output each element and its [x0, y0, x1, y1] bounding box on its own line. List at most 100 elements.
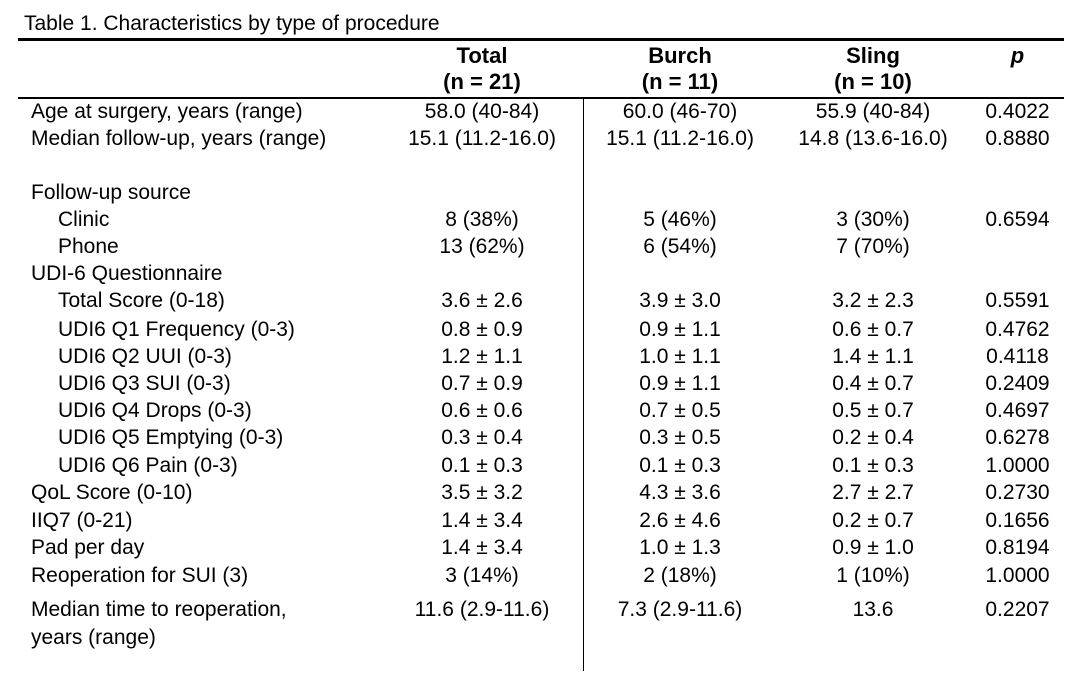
table-row-phone: Phone 13 (62%) 6 (54%) 7 (70%) — [0, 233, 1080, 261]
table-row-reoperation: Reoperation for SUI (3) 3 (14%) 2 (18%) … — [0, 562, 1080, 590]
row-label: IIQ7 (0-21) — [31, 509, 133, 532]
cell-total: 11.6 (2.9-11.6) — [414, 598, 550, 621]
cell-burch: 15.1 (11.2-16.0) — [606, 127, 754, 150]
cell-burch: 7.3 (2.9-11.6) — [617, 598, 743, 621]
cell-burch: 1.0 ± 1.3 — [639, 536, 721, 559]
header-burch-n: (n = 11) — [641, 69, 719, 94]
row-label: UDI6 Q1 Frequency (0-3) — [58, 318, 295, 341]
cell-sling: 0.9 ± 1.0 — [832, 536, 914, 559]
cell-sling: 0.2 ± 0.7 — [832, 509, 914, 532]
table-row-udi6-q3: UDI6 Q3 SUI (0-3) 0.7 ± 0.9 0.9 ± 1.1 0.… — [0, 370, 1080, 398]
cell-total: 8 (38%) — [445, 208, 519, 231]
cell-burch: 60.0 (46-70) — [622, 100, 738, 123]
cell-burch: 2 (18%) — [643, 564, 717, 587]
row-label: Clinic — [58, 208, 110, 231]
header-total: Total (n = 21) — [392, 43, 572, 95]
cell-sling: 14.8 (13.6-16.0) — [798, 127, 948, 150]
table-row-time-to-reoperation-cont: years (range) — [0, 624, 1080, 652]
row-label: UDI6 Q4 Drops (0-3) — [58, 399, 252, 422]
cell-p: 0.4022 — [985, 100, 1050, 123]
row-label: Median time to reoperation, — [31, 598, 287, 621]
cell-total: 3 (14%) — [445, 564, 519, 587]
cell-burch: 0.9 ± 1.1 — [639, 372, 721, 395]
table-row-udi6-q4: UDI6 Q4 Drops (0-3) 0.6 ± 0.6 0.7 ± 0.5 … — [0, 397, 1080, 425]
cell-burch: 0.7 ± 0.5 — [639, 399, 721, 422]
row-label: Pad per day — [31, 536, 145, 559]
cell-sling: 0.1 ± 0.3 — [832, 454, 914, 477]
cell-burch: 0.3 ± 0.5 — [639, 426, 721, 449]
cell-burch: 0.1 ± 0.3 — [639, 454, 721, 477]
cell-burch: 3.9 ± 3.0 — [639, 289, 721, 312]
cell-total: 0.3 ± 0.4 — [441, 426, 523, 449]
row-label: UDI6 Q6 Pain (0-3) — [58, 454, 238, 477]
cell-sling: 0.2 ± 0.4 — [832, 426, 914, 449]
table-row-qol: QoL Score (0-10) 3.5 ± 3.2 4.3 ± 3.6 2.7… — [0, 479, 1080, 507]
table-row-udi6-q5: UDI6 Q5 Emptying (0-3) 0.3 ± 0.4 0.3 ± 0… — [0, 424, 1080, 452]
cell-total: 58.0 (40-84) — [424, 100, 540, 123]
row-label: UDI6 Q5 Emptying (0-3) — [58, 426, 284, 449]
cell-total: 15.1 (11.2-16.0) — [408, 127, 556, 150]
header-rule — [18, 97, 1064, 99]
cell-sling: 0.5 ± 0.7 — [832, 399, 914, 422]
cell-p: 0.6594 — [985, 208, 1050, 231]
cell-sling: 3 (30%) — [836, 208, 910, 231]
table-row-total-score: Total Score (0-18) 3.6 ± 2.6 3.9 ± 3.0 3… — [0, 287, 1080, 315]
column-divider — [583, 99, 584, 671]
header-burch-name: Burch — [648, 43, 712, 68]
table-caption: Table 1. Characteristics by type of proc… — [24, 12, 440, 35]
section-label: UDI-6 Questionnaire — [31, 262, 223, 285]
cell-sling: 3.2 ± 2.3 — [832, 289, 914, 312]
header-sling-name: Sling — [846, 43, 900, 68]
table-row-time-to-reoperation: Median time to reoperation, 11.6 (2.9-11… — [0, 596, 1080, 624]
table-row-section-udi6: UDI-6 Questionnaire — [0, 260, 1080, 288]
table-row-clinic: Clinic 8 (38%) 5 (46%) 3 (30%) 0.6594 — [0, 206, 1080, 234]
table-row-udi6-q2: UDI6 Q2 UUI (0-3) 1.2 ± 1.1 1.0 ± 1.1 1.… — [0, 343, 1080, 371]
cell-total: 3.5 ± 3.2 — [441, 481, 523, 504]
cell-burch: 4.3 ± 3.6 — [639, 481, 721, 504]
row-label-continued: years (range) — [31, 626, 156, 649]
cell-p: 0.6278 — [985, 426, 1050, 449]
cell-total: 3.6 ± 2.6 — [441, 289, 523, 312]
table-row-udi6-q1: UDI6 Q1 Frequency (0-3) 0.8 ± 0.9 0.9 ± … — [0, 316, 1080, 344]
table-row-udi6-q6: UDI6 Q6 Pain (0-3) 0.1 ± 0.3 0.1 ± 0.3 0… — [0, 452, 1080, 480]
table-row-age: Age at surgery, years (range) 58.0 (40-8… — [0, 98, 1080, 126]
cell-p: 1.0000 — [985, 454, 1050, 477]
cell-p: 0.4697 — [985, 399, 1050, 422]
header-p: p — [975, 43, 1060, 69]
cell-sling: 13.6 — [852, 598, 894, 621]
cell-p: 0.4762 — [985, 318, 1050, 341]
cell-burch: 6 (54%) — [643, 235, 717, 258]
cell-total: 0.8 ± 0.9 — [441, 318, 523, 341]
table-row-section-followup-source: Follow-up source — [0, 179, 1080, 207]
cell-p: 0.4118 — [986, 345, 1049, 368]
cell-p: 0.2409 — [985, 372, 1050, 395]
header-sling-n: (n = 10) — [834, 69, 912, 94]
table-row-pad: Pad per day 1.4 ± 3.4 1.0 ± 1.3 0.9 ± 1.… — [0, 534, 1080, 562]
cell-sling: 0.6 ± 0.7 — [832, 318, 914, 341]
table-row-iiq7: IIQ7 (0-21) 1.4 ± 3.4 2.6 ± 4.6 0.2 ± 0.… — [0, 507, 1080, 535]
cell-burch: 0.9 ± 1.1 — [639, 318, 721, 341]
row-label: UDI6 Q3 SUI (0-3) — [58, 372, 231, 395]
cell-total: 0.7 ± 0.9 — [441, 372, 523, 395]
header-total-name: Total — [456, 43, 508, 68]
top-rule — [18, 38, 1064, 41]
row-label: Age at surgery, years (range) — [31, 100, 303, 123]
cell-p: 0.1656 — [985, 509, 1050, 532]
cell-total: 13 (62%) — [439, 235, 525, 258]
cell-p: 0.8194 — [985, 536, 1050, 559]
cell-total: 0.6 ± 0.6 — [441, 399, 523, 422]
cell-total: 1.2 ± 1.1 — [441, 345, 523, 368]
table-row-followup: Median follow-up, years (range) 15.1 (11… — [0, 125, 1080, 153]
cell-p: 0.2207 — [985, 598, 1050, 621]
cell-sling: 0.4 ± 0.7 — [832, 372, 914, 395]
cell-burch: 5 (46%) — [643, 208, 717, 231]
header-sling: Sling (n = 10) — [783, 43, 963, 95]
row-label: Reoperation for SUI (3) — [31, 564, 249, 587]
cell-sling: 55.9 (40-84) — [815, 100, 931, 123]
row-label: Phone — [58, 235, 119, 258]
cell-total: 1.4 ± 3.4 — [441, 536, 523, 559]
cell-sling: 1.4 ± 1.1 — [832, 345, 914, 368]
row-label: UDI6 Q2 UUI (0-3) — [58, 345, 232, 368]
header-p-label: p — [1010, 43, 1025, 68]
row-label: Median follow-up, years (range) — [31, 127, 327, 150]
